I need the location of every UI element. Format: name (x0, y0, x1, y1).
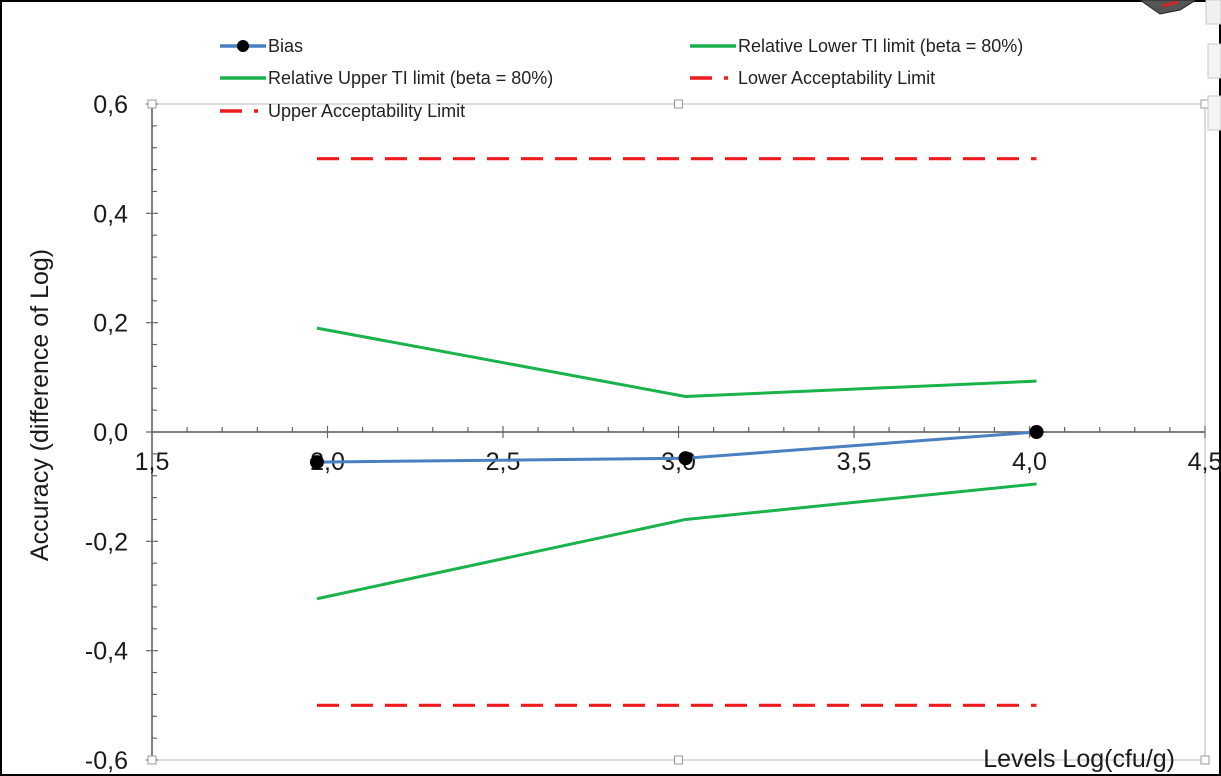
series-line-relative-lower-ti-limit-beta-80 (316, 482, 1037, 601)
y-tick-label: 0,6 (93, 91, 128, 119)
legend-marker (237, 40, 249, 52)
corner-decoration (1139, 0, 1221, 131)
legend-entry: Lower Acceptability Limit (690, 68, 935, 88)
legend-label: Upper Acceptability Limit (268, 101, 465, 121)
logo-fragment-icon (1139, 0, 1197, 15)
legend-entry: Bias (220, 36, 303, 56)
y-axis-title: Accuracy (difference of Log) (26, 249, 54, 561)
tick-labels: 0,60,40,20,0-0,2-0,4-0,61,5 2,0 2,5 3,0 3,5 4… (85, 91, 1221, 775)
y-tick-label: 0,4 (93, 200, 128, 228)
logo-fragment-icon (1161, 0, 1179, 8)
legend-entry: Relative Upper TI limit (beta = 80%) (220, 68, 553, 88)
side-button-fragment (1207, 95, 1221, 131)
y-tick-label: -0,6 (85, 747, 128, 775)
x-tick-label: 4,5 (1188, 448, 1221, 476)
legend-label: Relative Lower TI limit (beta = 80%) (738, 36, 1023, 56)
y-tick-label: -0,2 (85, 528, 128, 556)
side-tab-fragment (1205, 0, 1221, 25)
series-line-relative-upper-ti-limit-beta-80 (316, 326, 1037, 398)
x-tick-label: 1,5 (135, 448, 170, 476)
resize-handle[interactable] (1200, 755, 1210, 765)
y-tick-label: 0,2 (93, 310, 128, 338)
series-lines (309, 157, 1044, 707)
bias-data-point (678, 451, 693, 466)
side-button-fragment (1207, 43, 1221, 79)
bias-data-point (1029, 425, 1044, 439)
legend: Bias Relative Lower TI limit (beta = 80%)… (220, 36, 1023, 121)
legend-entry: Upper Acceptability Limit (220, 101, 465, 121)
y-tick-label: 0,0 (93, 419, 128, 447)
legend-label: Bias (268, 36, 303, 56)
legend-label: Lower Acceptability Limit (738, 68, 935, 88)
resize-handle[interactable] (147, 755, 157, 765)
x-tick-label: 3,5 (837, 448, 872, 476)
resize-handle[interactable] (674, 99, 683, 109)
legend-entry: Relative Lower TI limit (beta = 80%) (690, 36, 1023, 56)
resize-handle[interactable] (674, 755, 683, 765)
x-tick-label: 2,5 (486, 448, 521, 476)
x-axis-title: Levels Log(cfu/g) (983, 745, 1175, 773)
x-tick-label: 4,0 (1012, 448, 1047, 476)
bias-data-point (309, 455, 324, 470)
y-tick-label: -0,4 (85, 638, 128, 666)
selection-handles[interactable] (147, 99, 1210, 765)
legend-label: Relative Upper TI limit (beta = 80%) (268, 68, 553, 88)
resize-handle[interactable] (147, 99, 157, 109)
